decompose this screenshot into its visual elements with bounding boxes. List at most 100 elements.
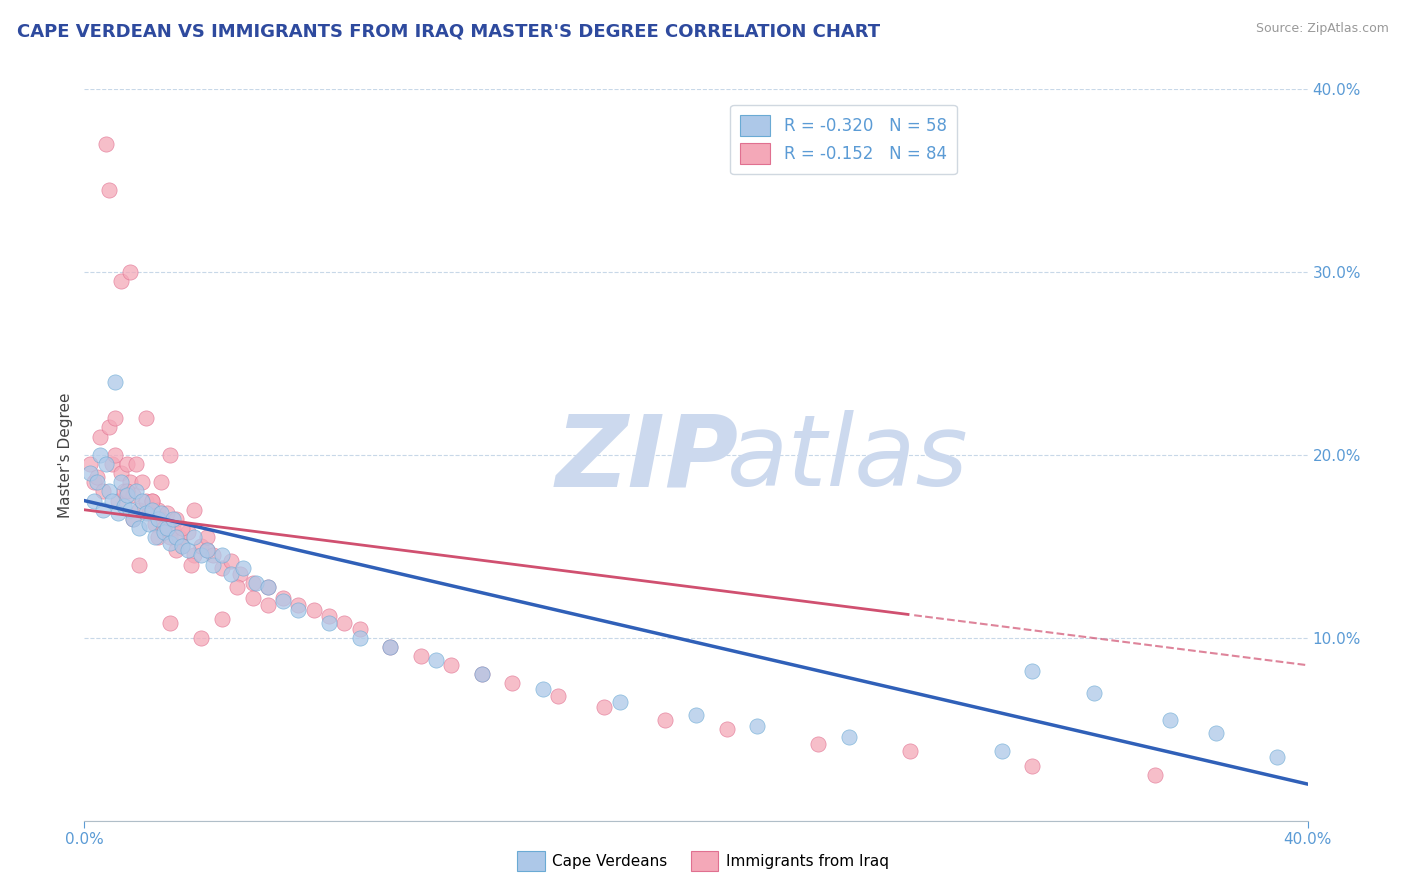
Point: [183, 530, 205, 544]
Point: [172, 539, 194, 553]
Point: [1205, 726, 1227, 740]
Point: [1021, 664, 1043, 678]
Point: [122, 512, 145, 526]
Point: [747, 718, 769, 732]
Point: [128, 558, 150, 572]
Point: [165, 543, 187, 558]
Point: [159, 616, 181, 631]
Point: [471, 667, 494, 681]
Point: [257, 580, 280, 594]
Point: [349, 631, 371, 645]
Point: [97, 484, 120, 499]
Point: [195, 530, 218, 544]
Point: [149, 475, 172, 490]
Point: [159, 535, 181, 549]
Point: [153, 524, 176, 539]
Point: [149, 507, 172, 521]
Point: [141, 493, 163, 508]
Point: [1083, 686, 1105, 700]
Point: [183, 503, 205, 517]
Point: [302, 603, 325, 617]
Point: [593, 700, 616, 714]
Point: [654, 713, 676, 727]
Point: [128, 503, 150, 517]
Point: [159, 530, 181, 544]
Point: [991, 744, 1014, 758]
Text: atlas: atlas: [727, 410, 969, 507]
Point: [380, 640, 402, 654]
Point: [229, 566, 252, 581]
Point: [190, 631, 212, 645]
Legend: R = -0.320   N = 58, R = -0.152   N = 84: R = -0.320 N = 58, R = -0.152 N = 84: [730, 105, 956, 174]
Point: [609, 695, 631, 709]
Point: [685, 707, 707, 722]
Point: [128, 521, 150, 535]
Point: [153, 521, 176, 535]
Point: [120, 475, 142, 490]
Legend: Cape Verdeans, Immigrants from Iraq: Cape Verdeans, Immigrants from Iraq: [512, 846, 894, 877]
Point: [172, 521, 194, 535]
Point: [86, 470, 108, 484]
Point: [211, 613, 233, 627]
Point: [380, 640, 402, 654]
Point: [219, 554, 242, 568]
Point: [94, 457, 117, 471]
Point: [149, 512, 172, 526]
Point: [89, 448, 111, 462]
Point: [115, 488, 138, 502]
Point: [190, 549, 212, 563]
Point: [180, 558, 202, 572]
Point: [333, 616, 356, 631]
Point: [162, 512, 184, 526]
Point: [716, 723, 738, 737]
Point: [177, 543, 200, 558]
Point: [195, 543, 218, 558]
Point: [159, 448, 181, 462]
Point: [131, 475, 153, 490]
Point: [409, 649, 432, 664]
Point: [257, 598, 280, 612]
Y-axis label: Master's Degree: Master's Degree: [58, 392, 73, 517]
Point: [177, 524, 200, 539]
Point: [125, 484, 148, 499]
Point: [502, 676, 524, 690]
Point: [838, 730, 860, 744]
Point: [271, 591, 294, 605]
Point: [138, 507, 160, 521]
Point: [232, 561, 254, 575]
Point: [471, 667, 494, 681]
Point: [91, 503, 114, 517]
Point: [146, 512, 169, 526]
Point: [898, 744, 921, 758]
Point: [547, 690, 569, 704]
Point: [104, 448, 127, 462]
Point: [97, 183, 120, 197]
Point: [112, 499, 135, 513]
Point: [1021, 758, 1043, 772]
Point: [115, 484, 138, 499]
Point: [101, 493, 124, 508]
Point: [86, 475, 108, 490]
Point: [242, 576, 264, 591]
Point: [101, 457, 124, 471]
Point: [143, 530, 166, 544]
Point: [110, 466, 132, 480]
Point: [112, 484, 135, 499]
Point: [165, 512, 187, 526]
Point: [219, 566, 242, 581]
Point: [531, 681, 554, 696]
Point: [195, 543, 218, 558]
Point: [91, 484, 114, 499]
Point: [1143, 768, 1166, 782]
Point: [201, 558, 224, 572]
Point: [122, 512, 145, 526]
Point: [79, 466, 101, 480]
Point: [349, 622, 371, 636]
Point: [242, 591, 264, 605]
Point: [135, 493, 157, 508]
Point: [318, 608, 340, 623]
Point: [1159, 713, 1181, 727]
Point: [172, 539, 194, 553]
Point: [89, 430, 111, 444]
Point: [146, 503, 169, 517]
